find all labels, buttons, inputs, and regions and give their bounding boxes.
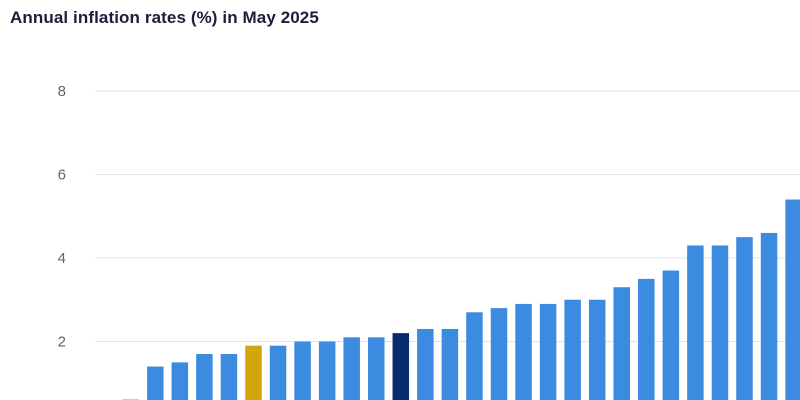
bar[interactable] xyxy=(515,303,532,400)
bar[interactable] xyxy=(588,299,606,400)
bars xyxy=(122,199,800,400)
bar[interactable] xyxy=(760,232,778,400)
bar[interactable] xyxy=(662,270,680,400)
y-tick-label: 4 xyxy=(58,250,66,267)
bar[interactable] xyxy=(343,337,360,400)
bar[interactable] xyxy=(638,278,655,400)
bar[interactable] xyxy=(269,345,287,400)
bar[interactable] xyxy=(196,354,213,400)
bar[interactable] xyxy=(490,308,508,400)
bar[interactable] xyxy=(441,328,459,400)
bar[interactable] xyxy=(171,362,189,400)
bar[interactable] xyxy=(539,303,557,400)
bar[interactable] xyxy=(564,299,581,400)
bar[interactable] xyxy=(294,341,311,400)
y-tick-label: 2 xyxy=(58,334,66,351)
bar[interactable] xyxy=(220,354,238,400)
bar[interactable] xyxy=(711,245,729,400)
bar[interactable] xyxy=(392,333,410,400)
bar[interactable] xyxy=(245,345,262,400)
y-tick-label: 6 xyxy=(58,167,66,184)
bar[interactable] xyxy=(687,245,704,400)
y-axis-ticks: 2 4 6 8 xyxy=(58,83,66,351)
bar[interactable] xyxy=(613,287,631,400)
bar[interactable] xyxy=(147,366,164,400)
bar[interactable] xyxy=(736,237,753,400)
bar[interactable] xyxy=(318,341,336,400)
y-tick-label: 8 xyxy=(58,83,66,100)
bar[interactable] xyxy=(785,199,800,400)
bar[interactable] xyxy=(466,312,483,400)
chart-title: Annual inflation rates (%) in May 2025 xyxy=(10,8,319,27)
bar[interactable] xyxy=(417,328,434,400)
bar[interactable] xyxy=(368,337,385,400)
